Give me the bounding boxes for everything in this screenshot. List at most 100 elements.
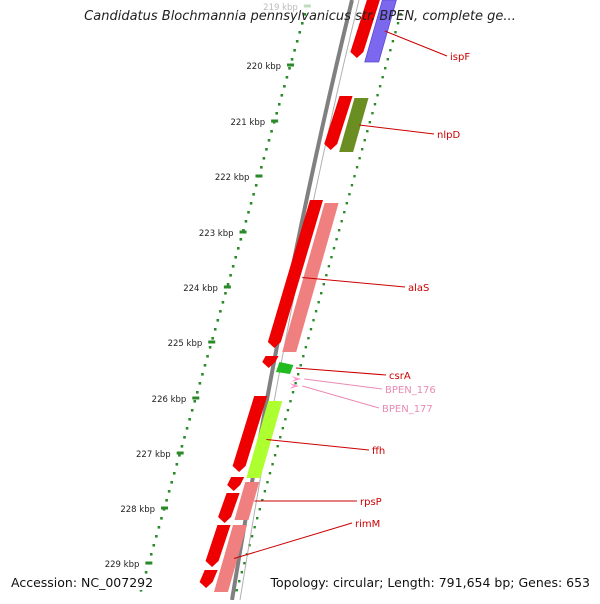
kbp-tick-label: 225 kbp bbox=[168, 339, 203, 349]
track-dot bbox=[330, 256, 333, 259]
gene-leader-line bbox=[359, 124, 435, 135]
track-dot bbox=[203, 364, 207, 367]
gene-block-bpen_177[interactable] bbox=[289, 383, 300, 389]
gene-label-nlpd[interactable]: nlpD bbox=[437, 130, 460, 141]
track-dot bbox=[213, 328, 217, 331]
track-dot bbox=[155, 535, 158, 538]
track-dot bbox=[167, 490, 171, 493]
kbp-tick bbox=[145, 561, 153, 565]
track-dot bbox=[332, 247, 336, 250]
track-dot bbox=[226, 283, 230, 286]
track-dot bbox=[343, 211, 346, 214]
kbp-tick bbox=[255, 174, 263, 178]
track-dot bbox=[261, 499, 264, 502]
track-dot bbox=[262, 157, 266, 160]
track-dot bbox=[206, 355, 209, 358]
track-dot bbox=[273, 454, 277, 457]
gene-block-ffh[interactable] bbox=[246, 401, 283, 478]
track-dot bbox=[196, 391, 199, 394]
gene-label-csra[interactable]: csrA bbox=[389, 371, 411, 382]
kbp-tick bbox=[176, 451, 184, 455]
track-dot bbox=[389, 49, 392, 52]
track-dot bbox=[283, 85, 286, 88]
cds-arrow[interactable] bbox=[350, 0, 380, 58]
gene-block-rimm[interactable] bbox=[213, 525, 248, 592]
cds-arrow[interactable] bbox=[205, 525, 231, 567]
track-dot bbox=[252, 193, 255, 196]
track-dot bbox=[317, 301, 320, 304]
gene-label-ffh[interactable]: ffh bbox=[372, 446, 385, 457]
track-dot bbox=[296, 373, 300, 376]
track-dot bbox=[244, 220, 248, 223]
gene-leader-line bbox=[266, 439, 370, 451]
cds-arrow[interactable] bbox=[227, 477, 245, 491]
track-dot bbox=[307, 337, 310, 340]
track-dot bbox=[327, 265, 331, 268]
cds-arrow[interactable] bbox=[199, 570, 218, 588]
track-dot bbox=[165, 499, 168, 502]
gene-block-ispf[interactable] bbox=[364, 0, 397, 63]
track-dot bbox=[271, 463, 274, 466]
gene-block-alas[interactable] bbox=[282, 203, 339, 352]
track-dot bbox=[235, 589, 238, 592]
kbp-tick-label: 229 kbp bbox=[105, 560, 140, 570]
track-dot bbox=[325, 274, 328, 277]
gene-block-rpsp[interactable] bbox=[234, 482, 260, 520]
track-dot bbox=[275, 112, 278, 115]
accession-label: Accession: NC_007292 bbox=[9, 575, 156, 590]
track-dot bbox=[285, 76, 289, 79]
track-dot bbox=[298, 31, 302, 34]
gene-label-ispf[interactable]: ispF bbox=[450, 52, 470, 63]
track-dot bbox=[371, 112, 374, 115]
gene-leader-line bbox=[302, 385, 380, 409]
gene-block-nlpd[interactable] bbox=[339, 98, 369, 152]
gene-label-alas[interactable]: alaS bbox=[408, 283, 429, 294]
cds-arrow[interactable] bbox=[262, 356, 279, 368]
kbp-tick bbox=[223, 285, 231, 289]
gene-block-csra[interactable] bbox=[275, 362, 294, 374]
track-dot bbox=[242, 229, 245, 232]
gene-leader-line bbox=[302, 277, 406, 288]
track-dot bbox=[289, 400, 292, 403]
track-dot bbox=[152, 544, 156, 547]
gene-label-bpen_176[interactable]: BPEN_176 bbox=[385, 385, 436, 396]
track-dot bbox=[239, 238, 243, 241]
gene-label-rpsp[interactable]: rpsP bbox=[360, 497, 382, 508]
cds-arrow[interactable] bbox=[267, 200, 323, 348]
track-dot bbox=[312, 319, 315, 322]
kbp-tick-label: 227 kbp bbox=[136, 450, 171, 460]
track-dot bbox=[267, 139, 271, 142]
kbp-tick bbox=[161, 506, 169, 510]
track-dot bbox=[240, 571, 244, 574]
track-dot bbox=[208, 346, 212, 349]
track-dot bbox=[234, 256, 238, 259]
track-dot bbox=[386, 58, 389, 61]
track-dot bbox=[280, 94, 284, 97]
track-dot bbox=[198, 382, 202, 385]
gene-block-bpen_176[interactable] bbox=[291, 376, 302, 382]
track-dot bbox=[340, 220, 343, 223]
track-dot bbox=[303, 13, 307, 16]
gene-label-bpen_177[interactable]: BPEN_177 bbox=[382, 404, 433, 415]
track-dot bbox=[250, 535, 254, 538]
track-dot bbox=[231, 265, 235, 268]
track-dot bbox=[224, 292, 227, 295]
cds-arrow[interactable] bbox=[232, 396, 268, 472]
track-dot bbox=[300, 22, 304, 25]
cds-arrow[interactable] bbox=[324, 96, 353, 150]
track-dot bbox=[254, 184, 258, 187]
track-dot bbox=[281, 427, 285, 430]
kbp-tick-label: 226 kbp bbox=[152, 395, 187, 405]
track-dot bbox=[291, 391, 295, 394]
gene-leader-line bbox=[384, 30, 448, 57]
cds-arrow[interactable] bbox=[218, 493, 240, 523]
track-dot bbox=[149, 553, 153, 556]
track-dot bbox=[286, 409, 290, 412]
track-dot bbox=[193, 400, 197, 403]
track-dot bbox=[345, 202, 349, 205]
kbp-tick bbox=[271, 119, 279, 123]
track-dot bbox=[211, 337, 214, 340]
gene-label-rimm[interactable]: rimM bbox=[355, 519, 380, 530]
kbp-tick-label: 228 kbp bbox=[120, 505, 155, 515]
